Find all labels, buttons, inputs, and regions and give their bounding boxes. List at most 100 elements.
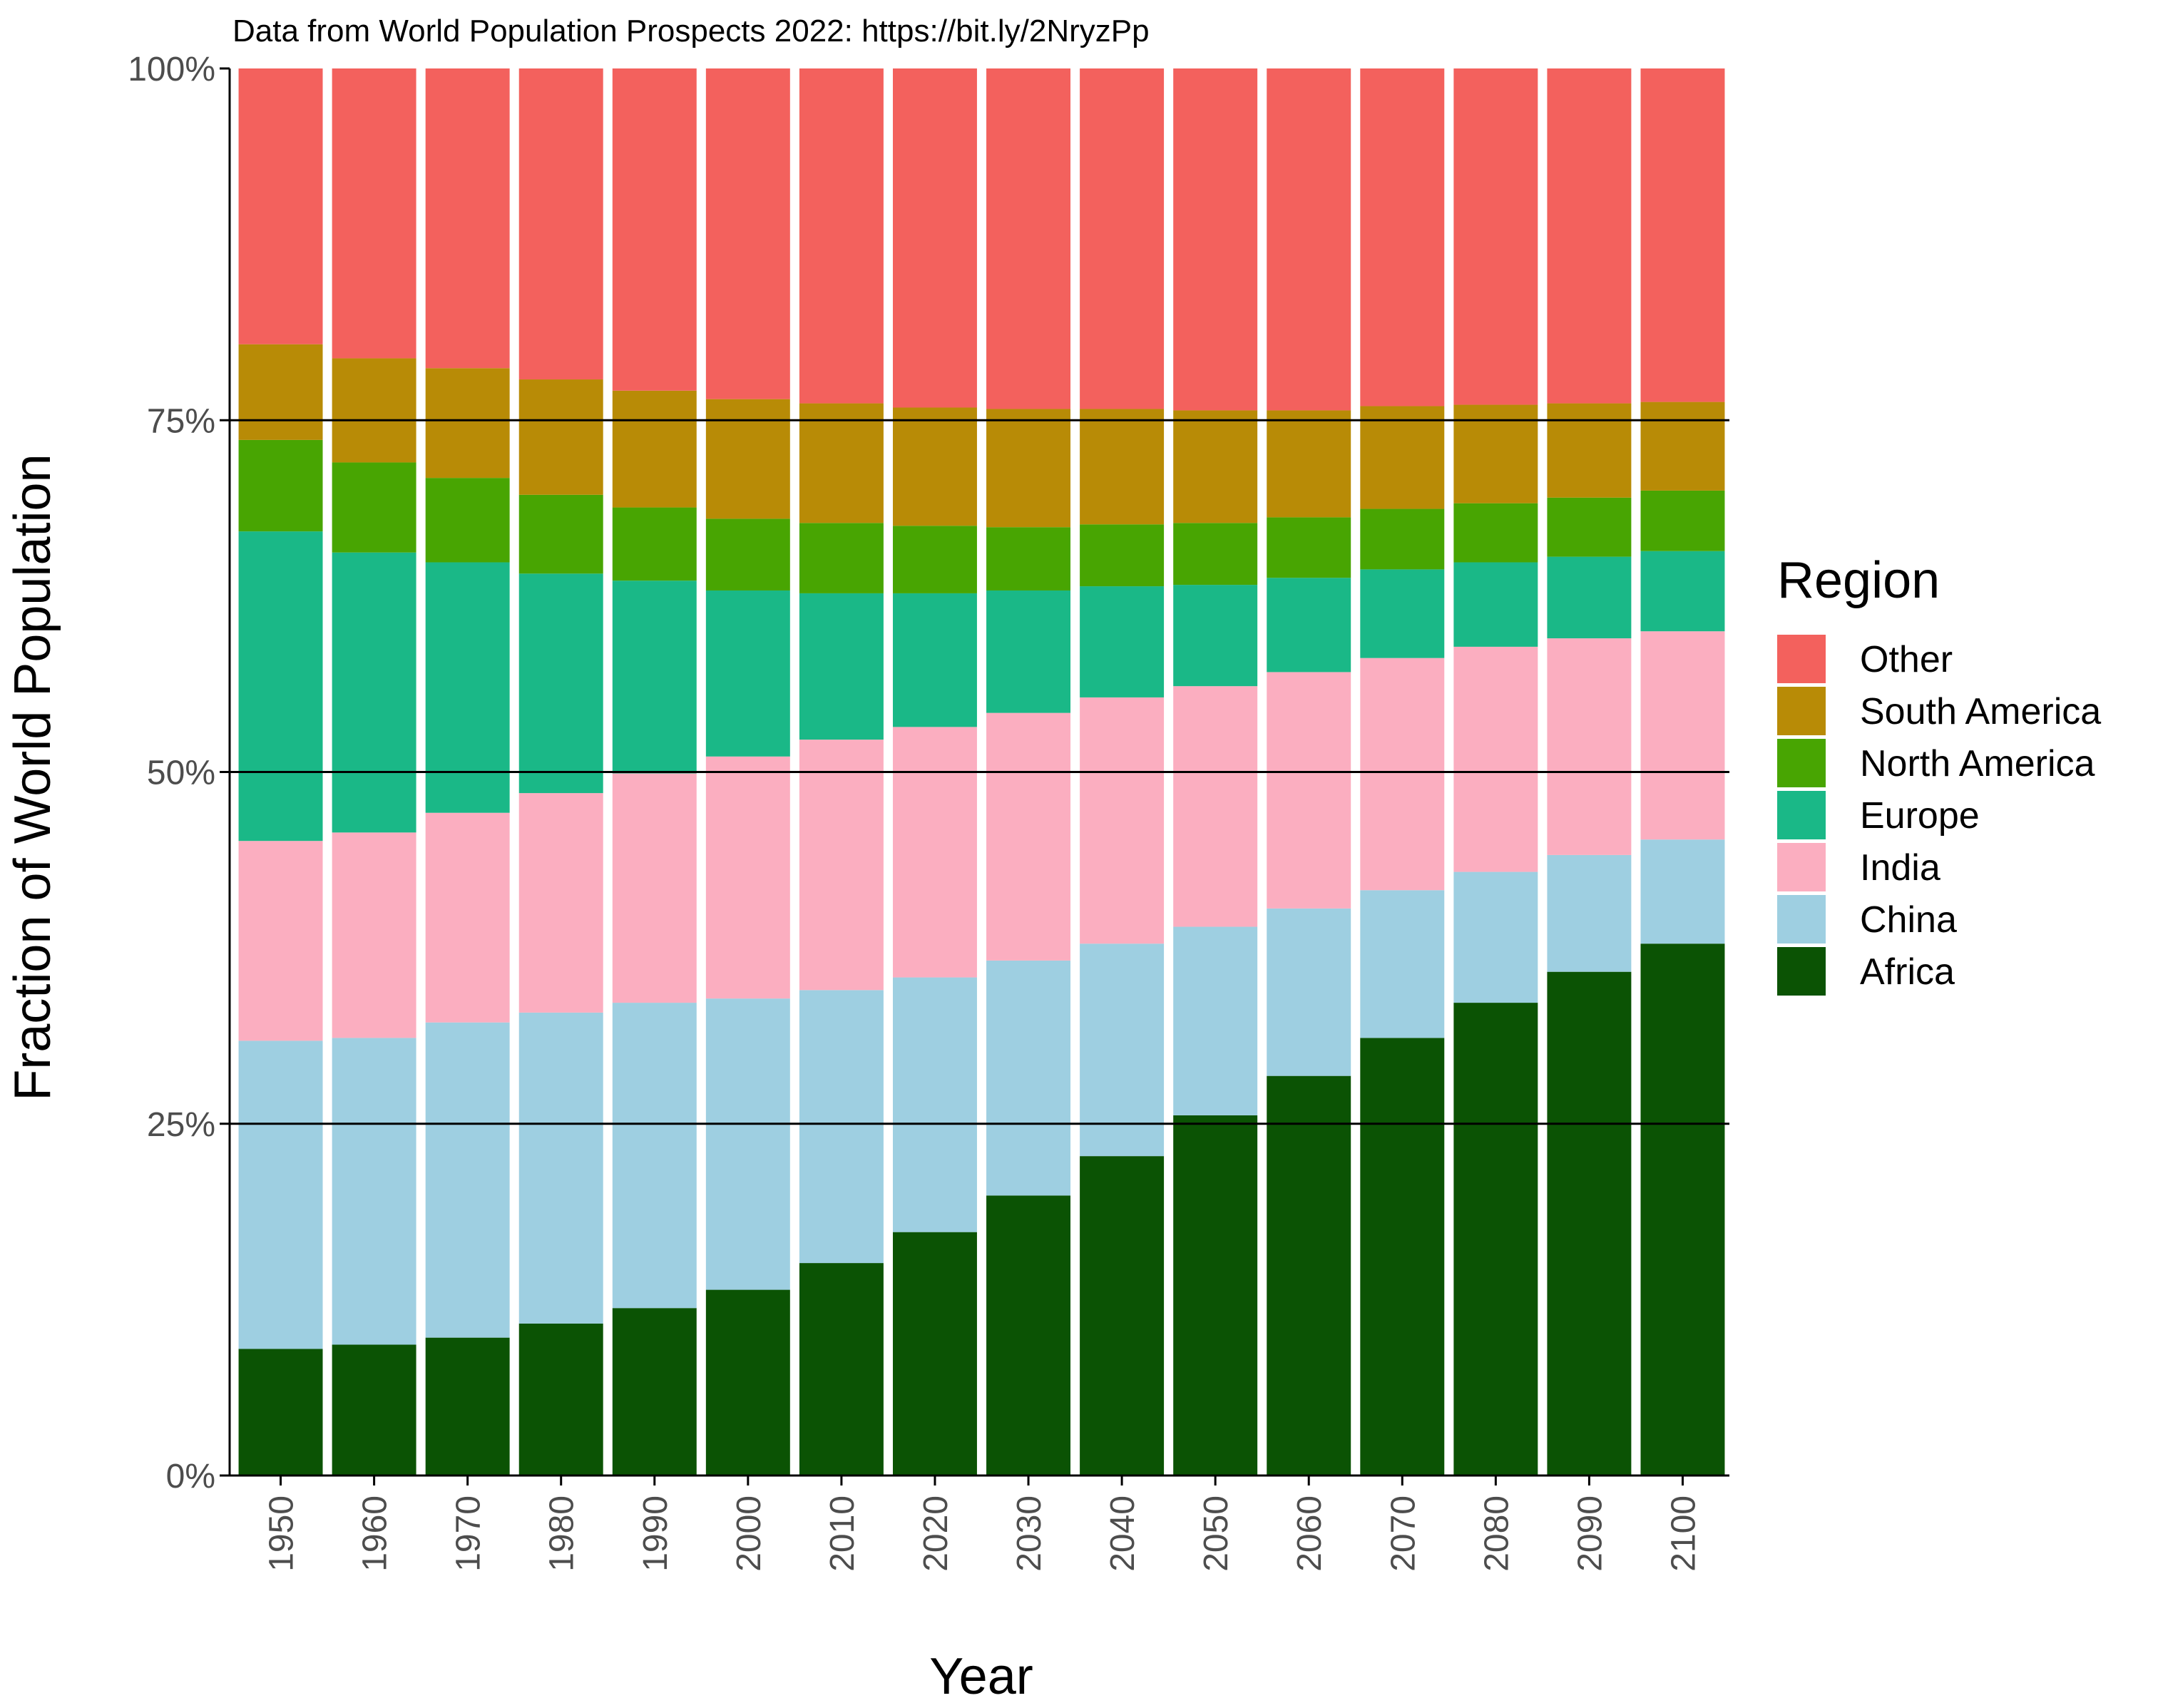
bar-segment-africa-2050 xyxy=(1173,1115,1258,1476)
legend: Region Other South America North America Eu… xyxy=(1777,552,2101,996)
bar-segment-europe-1950 xyxy=(238,531,323,842)
y-tick-label: 75% xyxy=(147,402,215,440)
bar-segment-china-2010 xyxy=(799,990,884,1264)
legend-label-europe: Europe xyxy=(1860,795,1980,837)
bar-segment-north-america-2020 xyxy=(892,526,977,593)
bar-segment-africa-2010 xyxy=(799,1263,884,1476)
bar-segment-china-2070 xyxy=(1360,890,1445,1038)
bar-segment-africa-2070 xyxy=(1360,1038,1445,1476)
y-axis-title: Fraction of World Population xyxy=(4,454,61,1100)
legend-title: Region xyxy=(1777,552,1940,609)
bar-segment-other-2090 xyxy=(1547,68,1632,404)
bar-segment-europe-2090 xyxy=(1547,556,1632,639)
bar-segment-other-2080 xyxy=(1453,68,1538,405)
bar-segment-south-america-2050 xyxy=(1173,410,1258,523)
legend-label-south-america: South America xyxy=(1860,691,2101,732)
x-tick-label: 2000 xyxy=(730,1495,768,1572)
bar-segment-africa-1960 xyxy=(332,1344,416,1476)
x-tick-label: 2010 xyxy=(824,1495,861,1572)
bar-segment-south-america-1990 xyxy=(612,390,697,508)
bar-segment-north-america-2010 xyxy=(799,523,884,593)
bar-segment-india-2020 xyxy=(892,727,977,978)
bar-segment-europe-2030 xyxy=(986,590,1071,713)
bar-segment-china-2040 xyxy=(1080,944,1165,1157)
x-tick-label: 2080 xyxy=(1478,1495,1515,1572)
x-tick-label: 1960 xyxy=(357,1495,394,1572)
bar-segment-other-1950 xyxy=(238,68,323,344)
bar-segment-india-1950 xyxy=(238,841,323,1041)
bar-segment-india-1980 xyxy=(518,793,603,1013)
x-tick-label: 2040 xyxy=(1104,1495,1142,1572)
bar-segment-africa-1970 xyxy=(425,1337,510,1476)
legend-swatch-india xyxy=(1777,843,1826,891)
bar-segment-europe-2010 xyxy=(799,593,884,740)
bar-segment-india-2080 xyxy=(1453,646,1538,872)
legend-swatch-other xyxy=(1777,635,1826,683)
bar-segment-africa-2030 xyxy=(986,1195,1071,1476)
x-tick-label: 2100 xyxy=(1665,1495,1702,1572)
bar-segment-other-1960 xyxy=(332,68,416,359)
bar-segment-europe-1990 xyxy=(612,581,697,774)
bar-segment-north-america-2050 xyxy=(1173,523,1258,585)
bar-segment-china-2060 xyxy=(1267,908,1351,1076)
bar-segment-south-america-2010 xyxy=(799,403,884,523)
bar-segment-india-2050 xyxy=(1173,686,1258,927)
bar-segment-china-1990 xyxy=(612,1003,697,1309)
bar-segment-south-america-2000 xyxy=(705,399,790,519)
x-tick-label: 2020 xyxy=(917,1495,955,1572)
legend-swatch-north-america xyxy=(1777,739,1826,787)
bar-segment-india-2030 xyxy=(986,712,1071,961)
bar-segment-india-1970 xyxy=(425,812,510,1023)
bar-segment-north-america-2090 xyxy=(1547,497,1632,557)
x-tick-label: 2060 xyxy=(1291,1495,1329,1572)
x-tick-label: 2090 xyxy=(1571,1495,1609,1572)
legend-label-africa: Africa xyxy=(1860,951,1955,993)
bar-segment-europe-2050 xyxy=(1173,585,1258,687)
x-axis-title: Year xyxy=(929,1648,1033,1705)
bar-segment-north-america-2040 xyxy=(1080,524,1165,587)
bar-segment-other-1970 xyxy=(425,68,510,369)
plot-area xyxy=(238,68,1725,1476)
bar-segment-north-america-2070 xyxy=(1360,508,1445,570)
bar-segment-south-america-1960 xyxy=(332,358,416,463)
bar-segment-africa-2100 xyxy=(1640,944,1725,1476)
bar-segment-africa-2060 xyxy=(1267,1075,1351,1476)
bar-segment-china-2090 xyxy=(1547,854,1632,972)
bar-segment-china-2000 xyxy=(705,998,790,1290)
bar-segment-europe-1960 xyxy=(332,552,416,833)
bar-segment-china-2050 xyxy=(1173,926,1258,1115)
bar-segment-south-america-2090 xyxy=(1547,403,1632,498)
bar-segment-africa-1990 xyxy=(612,1308,697,1476)
bar-segment-south-america-2060 xyxy=(1267,410,1351,518)
axes: 0% 25% 50% 75% 100% 1950 1960 1970 1980 1990 2000 2… xyxy=(128,51,1729,1572)
y-tick-label: 25% xyxy=(147,1106,215,1144)
bar-segment-china-2080 xyxy=(1453,871,1538,1003)
y-tick-label: 50% xyxy=(147,755,215,792)
bar-segment-south-america-2040 xyxy=(1080,409,1165,525)
bar-segment-africa-2080 xyxy=(1453,1003,1538,1476)
x-tick-label: 1990 xyxy=(637,1495,675,1572)
bar-segment-north-america-1960 xyxy=(332,462,416,553)
bar-segment-europe-1980 xyxy=(518,573,603,794)
bar-segment-north-america-2100 xyxy=(1640,490,1725,551)
bar-segment-other-2030 xyxy=(986,68,1071,409)
legend-label-other: Other xyxy=(1860,639,1953,680)
bar-segment-north-america-2000 xyxy=(705,518,790,590)
bar-segment-south-america-1980 xyxy=(518,379,603,495)
x-tick-label: 2030 xyxy=(1011,1495,1048,1572)
bar-segment-europe-2070 xyxy=(1360,569,1445,658)
bar-segment-other-2060 xyxy=(1267,68,1351,411)
bar-segment-africa-2090 xyxy=(1547,971,1632,1476)
legend-swatch-africa xyxy=(1777,947,1826,996)
legend-label-north-america: North America xyxy=(1860,743,2095,784)
x-tick-label: 2070 xyxy=(1384,1495,1422,1572)
bar-segment-china-1950 xyxy=(238,1040,323,1349)
bar-segment-other-2100 xyxy=(1640,68,1725,402)
legend-swatch-china xyxy=(1777,895,1826,944)
x-tick-label: 1980 xyxy=(543,1495,581,1572)
legend-label-china: China xyxy=(1860,899,1957,941)
bar-segment-south-america-2020 xyxy=(892,407,977,526)
bar-segment-india-2100 xyxy=(1640,631,1725,840)
bar-segment-north-america-1980 xyxy=(518,494,603,574)
